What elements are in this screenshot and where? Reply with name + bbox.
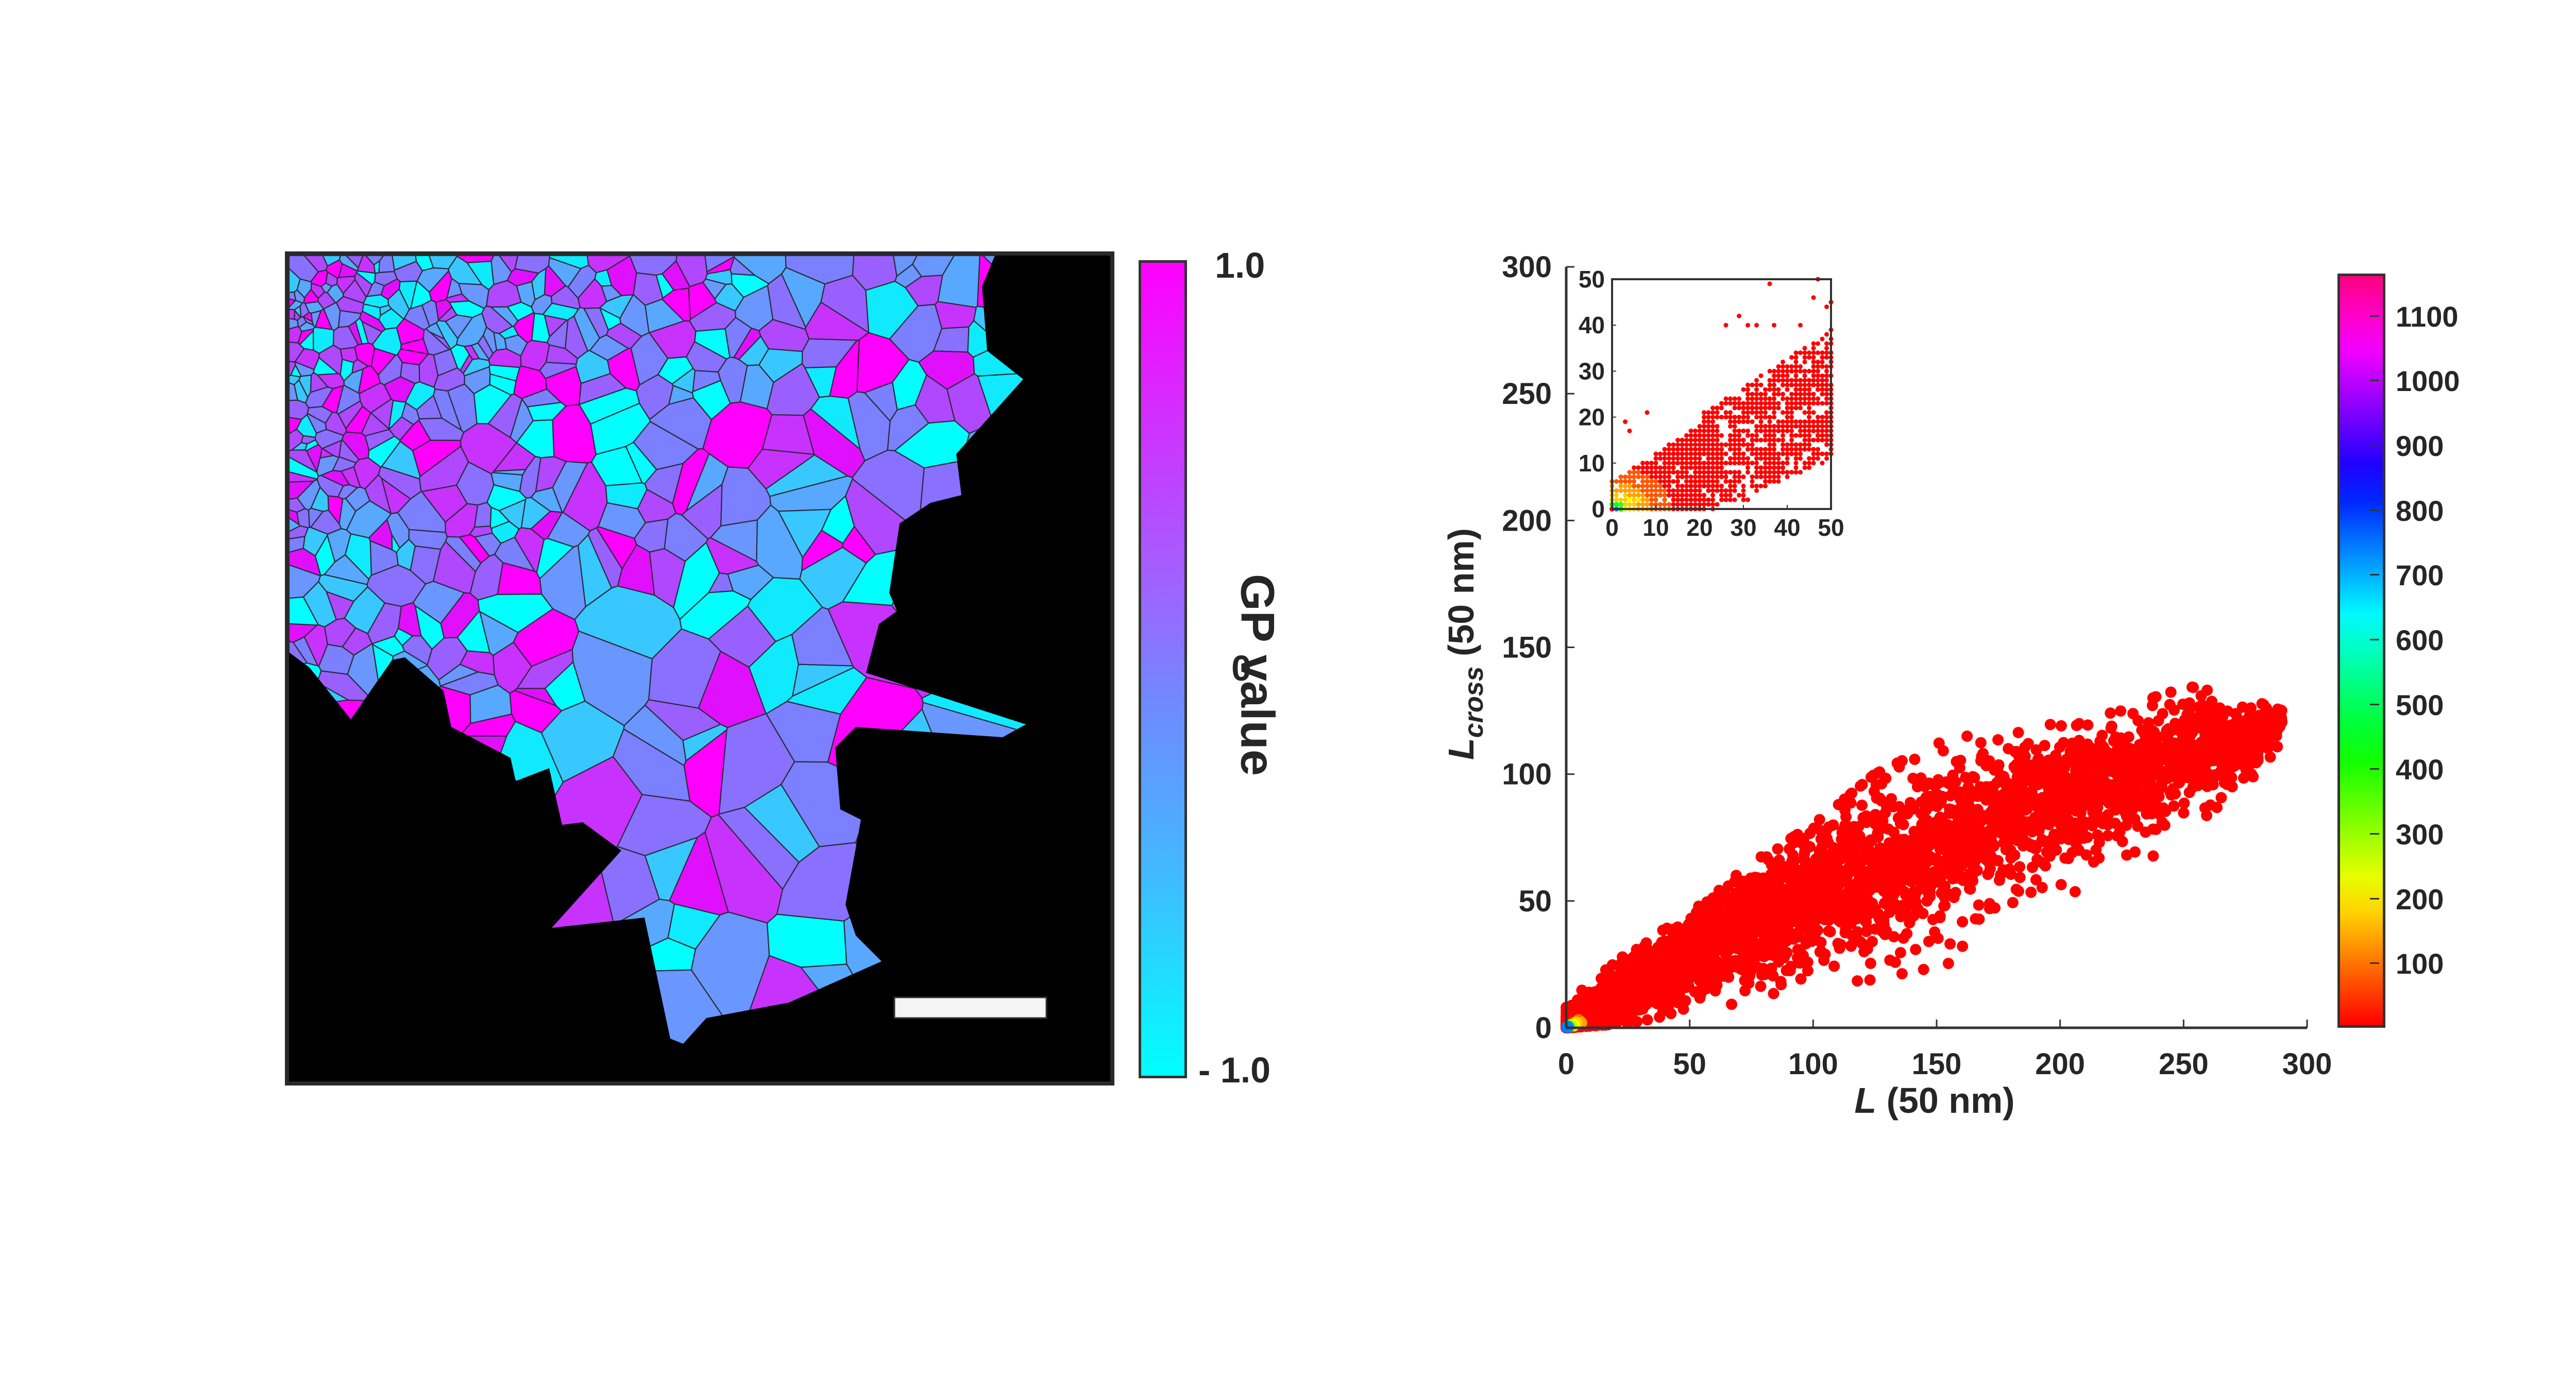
- inset-x-tick-label: 30: [1730, 514, 1756, 541]
- density-colorbar-label: 500: [2396, 688, 2444, 721]
- x-tick-label: 300: [2282, 1047, 2332, 1081]
- x-tick-label: 100: [1788, 1047, 1838, 1081]
- inset-y-tick-label: 10: [1579, 450, 1605, 477]
- gp-colorbar-max-label: 1.0: [1215, 245, 1265, 285]
- inset-axes: 0 10 20 30 40 50 0 10 20 30 40 50: [1579, 266, 1844, 541]
- y-tick-label: 150: [1502, 631, 1552, 665]
- voronoi-cells: [289, 256, 1110, 1081]
- density-colorbar-label: 700: [2396, 559, 2444, 592]
- x-tick-label: 200: [2035, 1047, 2085, 1081]
- density-colorbar-tick: [2370, 897, 2379, 900]
- density-colorbar-tick: [2370, 509, 2379, 511]
- axis-titles: L (50 nm) Lcross (50 nm): [1441, 528, 2015, 1121]
- density-colorbar-label: 600: [2396, 624, 2444, 656]
- gp-colorbar-mid-label: 0: [1231, 648, 1251, 688]
- density-colorbar-tick: [2370, 962, 2379, 964]
- inset-chart: 0 10 20 30 40 50 0 10 20 30 40 50: [1579, 266, 1844, 541]
- y-tick-label: 50: [1518, 885, 1552, 918]
- density-colorbar-label: 1000: [2396, 365, 2460, 398]
- density-colorbar-tick: [2370, 574, 2379, 576]
- density-colorbar-tick: [2370, 639, 2379, 640]
- density-colorbar-tick: [2370, 380, 2379, 382]
- main-scatter-points: [1561, 681, 2288, 1033]
- inset-scatter-points: [1609, 277, 1834, 512]
- inset-y-tick-label: 20: [1579, 404, 1605, 431]
- scale-bar: [893, 996, 1047, 1019]
- inset-y-tick-label: 0: [1591, 496, 1605, 522]
- inset-y-tick-label: 50: [1579, 266, 1605, 293]
- density-colorbar-tick: [2370, 768, 2379, 770]
- density-colorbar-label: 300: [2396, 818, 2444, 851]
- x-tick-label: 0: [1558, 1047, 1574, 1081]
- y-tick-label: 200: [1502, 504, 1552, 537]
- density-colorbar: [2337, 274, 2385, 1028]
- density-colorbar-label: 200: [2396, 883, 2444, 915]
- inset-frame: [1611, 278, 1832, 510]
- density-colorbar-tick: [2370, 703, 2379, 705]
- y-tick-label: 250: [1502, 377, 1552, 411]
- density-colorbar-label: 100: [2396, 947, 2444, 980]
- inset-y-tick-label: 40: [1579, 312, 1605, 338]
- density-colorbar-label: 1100: [2396, 300, 2459, 333]
- x-axis-label: L (50 nm): [1854, 1080, 2014, 1121]
- density-colorbar-label: 400: [2396, 753, 2444, 786]
- y-tick-label: 300: [1502, 250, 1552, 284]
- y-axis-label: Lcross (50 nm): [1441, 528, 1489, 760]
- inset-y-tick-label: 30: [1579, 358, 1605, 384]
- density-colorbar-tick: [2370, 445, 2379, 446]
- inset-x-tick-label: 50: [1818, 514, 1844, 541]
- x-tick-label: 150: [1912, 1047, 1962, 1081]
- density-colorbar-label: 800: [2396, 494, 2444, 527]
- inset-x-tick-label: 40: [1774, 514, 1800, 541]
- inset-x-tick-label: 10: [1642, 514, 1669, 541]
- y-tick-label: 100: [1502, 758, 1552, 791]
- density-colorbar-label: 900: [2396, 430, 2444, 462]
- density-colorbar-tick: [2370, 315, 2379, 317]
- x-tick-label: 50: [1673, 1047, 1706, 1081]
- inset-x-tick-label: 0: [1605, 514, 1619, 541]
- y-tick-label: 0: [1535, 1011, 1552, 1045]
- x-tick-label: 250: [2159, 1047, 2209, 1081]
- inset-x-tick-label: 20: [1686, 514, 1713, 541]
- gp-colorbar-min-label: - 1.0: [1198, 1050, 1271, 1090]
- gp-voronoi-map: [285, 251, 1114, 1085]
- gp-colorbar: [1139, 260, 1187, 1078]
- density-colorbar-tick: [2370, 833, 2379, 835]
